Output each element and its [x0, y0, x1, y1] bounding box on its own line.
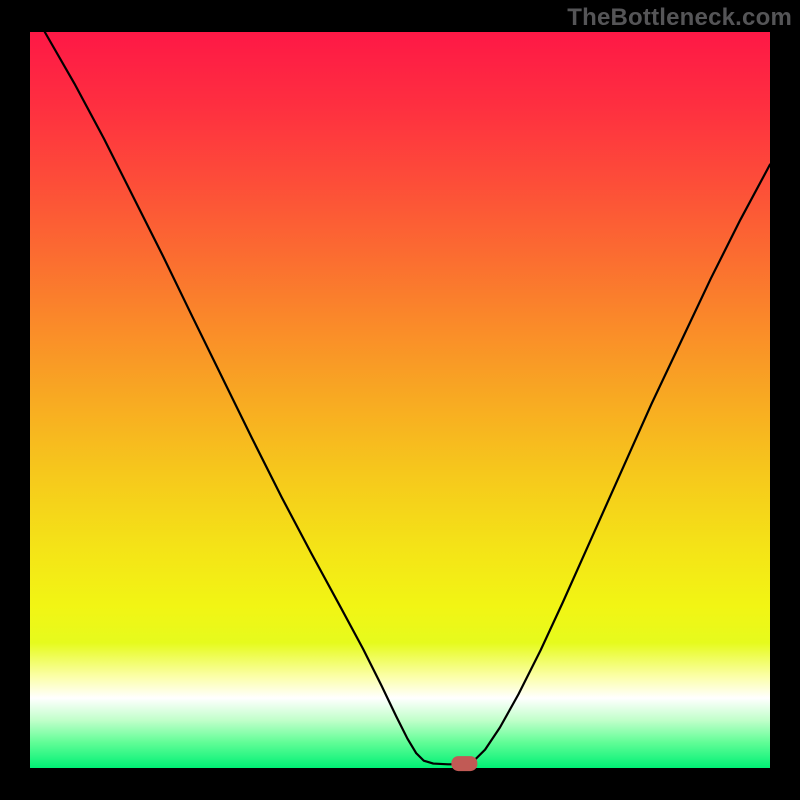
chart-stage: TheBottleneck.com [0, 0, 800, 800]
optimum-marker [451, 756, 477, 771]
plot-background [30, 32, 770, 768]
bottleneck-chart [0, 0, 800, 800]
watermark-text: TheBottleneck.com [567, 4, 792, 32]
